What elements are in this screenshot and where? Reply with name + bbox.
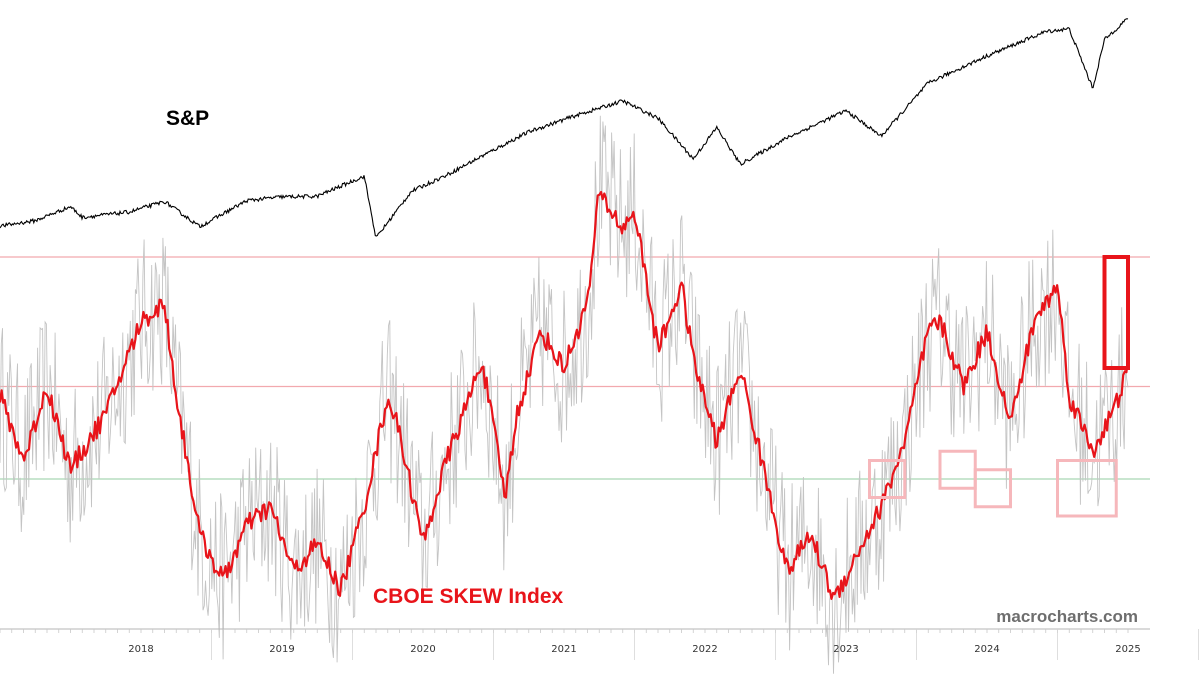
reference-lines (0, 256, 1150, 480)
sp-label: S&P (166, 107, 209, 130)
x-tick-label-2025: 2025 (1115, 644, 1140, 655)
x-tick-label-2022: 2022 (692, 644, 717, 655)
low-box-1 (868, 459, 907, 499)
x-tick-label-2021: 2021 (551, 644, 576, 655)
skew-label: CBOE SKEW Index (373, 585, 564, 608)
x-tick-label-2020: 2020 (410, 644, 435, 655)
skew-raw-line (0, 115, 1129, 674)
highlight-box (1102, 255, 1130, 370)
skew-raw-layer (0, 115, 1129, 674)
low-box-4 (1056, 459, 1118, 518)
low-box-3 (973, 468, 1012, 509)
watermark: macrocharts.com (996, 607, 1138, 626)
sp-line (0, 18, 1129, 237)
x-tick-label-2019: 2019 (269, 644, 294, 655)
x-tick-label-2024: 2024 (974, 644, 999, 655)
x-axis: 2018 2019 2020 2021 2022 2023 2024 2025 (0, 628, 1199, 660)
skew-smoothed-line (0, 190, 1130, 600)
x-tick-label-2018: 2018 (128, 644, 153, 655)
annotation-boxes (868, 255, 1130, 518)
x-tick-label-2023: 2023 (833, 644, 858, 655)
sp-layer (0, 18, 1129, 237)
skew-smoothed-layer (0, 190, 1130, 600)
